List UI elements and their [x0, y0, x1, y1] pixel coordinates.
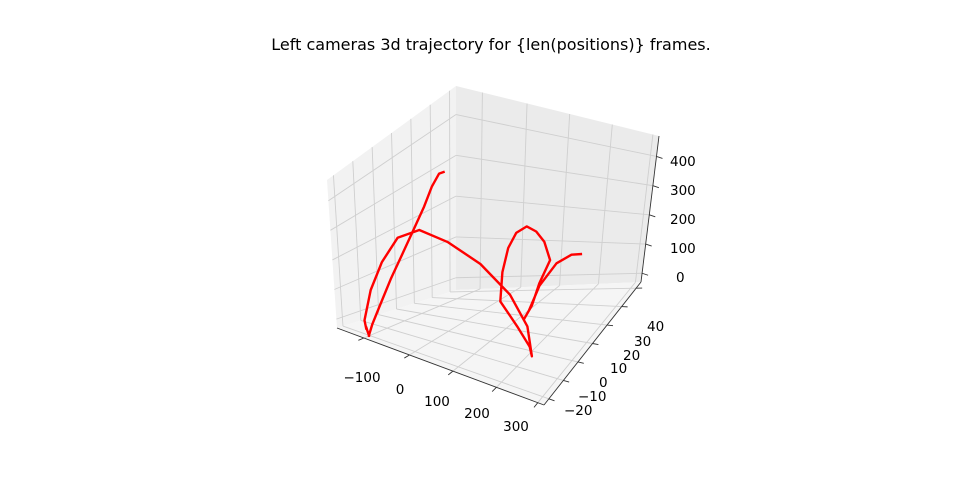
x-tick-mark	[533, 402, 539, 408]
x-gridline	[598, 124, 613, 284]
y-gridline	[333, 175, 344, 327]
x-tick-mark	[447, 370, 454, 376]
z-axis-line	[640, 135, 660, 283]
z-tick-mark	[645, 243, 652, 247]
z-tick-label: 400	[670, 154, 696, 170]
y-tick-label: 20	[623, 348, 640, 364]
z-gridline	[328, 114, 457, 202]
z-tick-mark	[641, 272, 649, 276]
x-tick-mark	[491, 386, 497, 392]
y-gridline	[360, 319, 564, 381]
z-tick-mark	[656, 156, 663, 159]
z-gridline	[455, 154, 653, 187]
x-tick-label: 100	[424, 394, 450, 410]
y-tick-label: 0	[599, 375, 608, 391]
series-layer	[363, 170, 583, 358]
z-gridline	[455, 114, 657, 157]
grid-lines	[328, 90, 657, 403]
trajectory-series-line	[363, 170, 583, 358]
x-gridline	[559, 113, 571, 286]
z-gridline	[334, 236, 457, 290]
y-tick-label: −10	[578, 389, 607, 405]
z-tick-label: 100	[670, 241, 696, 257]
y-gridline	[371, 147, 380, 315]
y-gridline	[342, 325, 549, 400]
x-tick-label: 0	[396, 382, 405, 398]
x-gridline	[635, 134, 654, 283]
y-gridline	[449, 90, 451, 292]
y-gridline	[396, 308, 593, 344]
tick-marks	[358, 156, 663, 408]
z-tick-mark	[652, 185, 660, 189]
y-tick-mark	[606, 324, 614, 327]
z-gridline	[455, 236, 646, 245]
x-tick-mark	[358, 337, 365, 341]
axes-panes	[327, 86, 659, 405]
y-gridline	[414, 302, 608, 326]
x-tick-labels: −100 0 100 200 300	[343, 370, 528, 435]
y-gridline	[378, 314, 579, 363]
x-tick-label: −100	[343, 370, 380, 386]
y-tick-labels: −20 −10 0 10 20 30 40	[564, 319, 664, 419]
chart-title: Left cameras 3d trajectory for {len(posi…	[271, 35, 710, 54]
y-gridline	[432, 297, 622, 308]
z-gridline	[336, 277, 457, 320]
x-axis-line	[336, 327, 545, 406]
x-gridline	[520, 103, 528, 288]
y-gridline	[352, 161, 362, 321]
left-pane	[327, 86, 456, 328]
y-gridline	[429, 104, 433, 298]
z-gridline	[332, 195, 457, 261]
z-gridline	[455, 195, 650, 216]
z-tick-label: 0	[676, 270, 685, 286]
x-gridline	[479, 92, 483, 289]
z-gridline	[455, 272, 643, 279]
y-gridline	[450, 287, 637, 293]
z-tick-labels: 0 100 200 300 400	[670, 154, 696, 286]
y-tick-mark	[577, 361, 584, 364]
y-tick-label: −20	[564, 403, 593, 419]
y-tick-mark	[563, 379, 570, 383]
x-tick-label: 300	[503, 419, 529, 435]
z-tick-mark	[649, 214, 656, 218]
z-tick-label: 200	[670, 212, 696, 228]
back-pane	[456, 86, 659, 290]
y-gridline	[391, 132, 397, 310]
z-tick-label: 300	[670, 183, 696, 199]
y-tick-label: 30	[634, 334, 651, 350]
y-tick-mark	[548, 398, 555, 402]
y-tick-label: 10	[610, 361, 627, 377]
x-tick-label: 200	[464, 406, 490, 422]
x-tick-mark	[404, 354, 410, 359]
z-gridline	[330, 154, 457, 231]
floor-pane	[337, 282, 641, 405]
y-tick-label: 40	[647, 319, 664, 335]
y-gridline	[410, 118, 415, 304]
y-tick-mark	[592, 343, 599, 345]
